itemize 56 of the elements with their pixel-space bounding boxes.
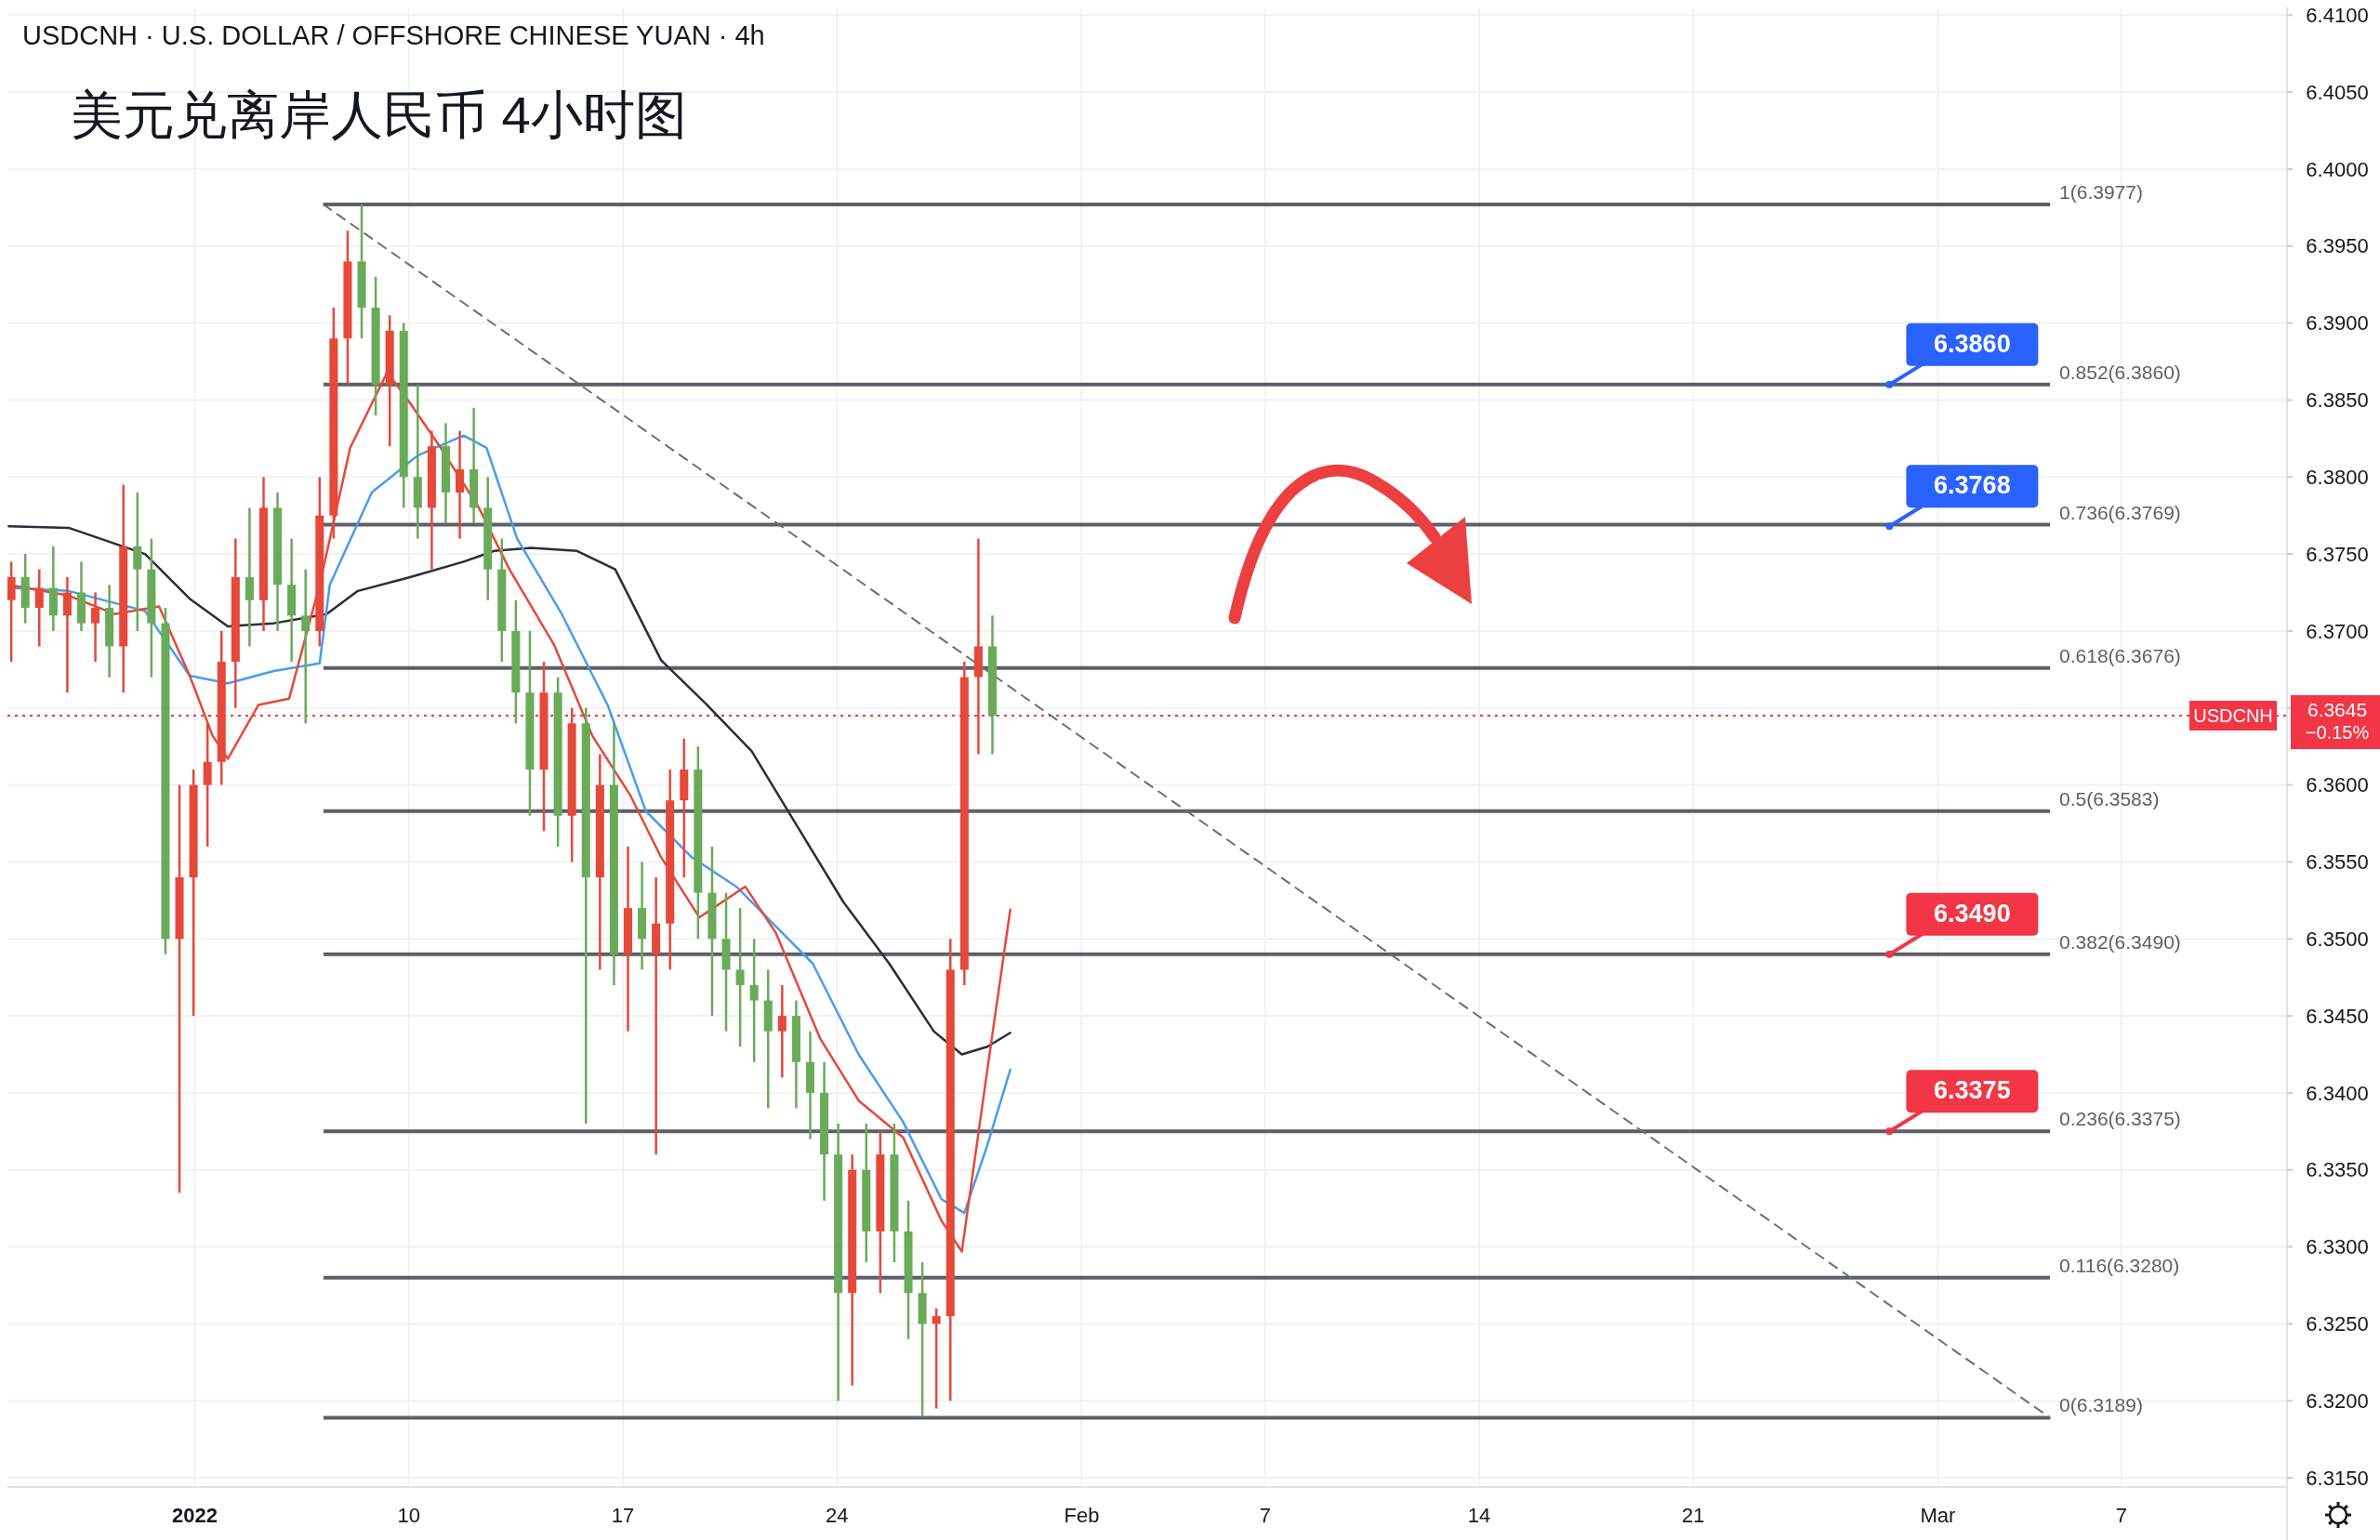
candlestick: [301, 568, 311, 725]
x-tick-label: 24: [826, 1504, 849, 1527]
x-tick-label: 21: [1682, 1504, 1705, 1527]
x-tick-label: 2022: [172, 1504, 218, 1527]
candlestick: [749, 938, 759, 1064]
annotation: 6.3490: [1934, 899, 2011, 928]
y-tick-label: 6.3450: [2306, 1004, 2369, 1028]
text: −0.15%: [2305, 722, 2370, 744]
y-tick-label: 6.3150: [2306, 1466, 2369, 1490]
candlestick: [735, 906, 745, 1048]
y-tick-label: 6.3550: [2306, 850, 2369, 875]
y-tick-label: 6.3900: [2306, 311, 2369, 336]
y-tick-label: 6.4100: [2306, 3, 2369, 27]
y-tick-label: 6.4050: [2306, 80, 2369, 104]
line-series: [7, 525, 1012, 1056]
y-tick-label: 6.3850: [2306, 388, 2369, 413]
y-tick-label: 6.3950: [2306, 234, 2369, 258]
text: USDCNH · U.S. DOLLAR / OFFSHORE CHINESE YUAN · 4h: [22, 20, 765, 50]
x-tick-label: Feb: [1064, 1504, 1100, 1527]
ref-line-label: 0.618(6.3676): [2059, 644, 2181, 666]
ref-line-label: 1(6.3977): [2059, 181, 2143, 204]
x-tick-label: 10: [397, 1504, 420, 1527]
candlestick: [91, 591, 100, 664]
ref-line-label: 0.236(6.3375): [2059, 1108, 2181, 1130]
candlestick: [652, 875, 661, 1156]
y-tick-label: 6.3300: [2306, 1235, 2369, 1259]
x-tick-label: Mar: [1920, 1504, 1956, 1527]
text: 美元兑离岸人民币 4小时图: [71, 86, 687, 144]
y-tick-label: 6.3600: [2306, 773, 2369, 797]
y-tick-label: 6.3350: [2306, 1158, 2369, 1182]
ref-line-label: 0(6.3189): [2059, 1394, 2143, 1416]
ref-line-label: 0.736(6.3769): [2059, 501, 2181, 523]
annotation: 6.3768: [1934, 471, 2011, 500]
y-tick-label: 6.3400: [2306, 1081, 2369, 1105]
text: 6.3645: [2307, 699, 2368, 721]
annotation: 6.3860: [1934, 329, 2011, 358]
ref-line-label: 0.382(6.3490): [2059, 930, 2181, 953]
candlestick: [777, 983, 787, 1079]
y-tick-label: 6.3250: [2306, 1312, 2369, 1336]
x-tick-label: 7: [1259, 1504, 1271, 1527]
ref-line-label: 0.5(6.3583): [2059, 787, 2160, 809]
candlestick: [932, 1307, 941, 1410]
x-tick-label: 14: [1467, 1504, 1491, 1527]
annotation: 6.3375: [1934, 1076, 2011, 1105]
y-tick-label: 6.4000: [2306, 157, 2369, 181]
y-tick-label: 6.3700: [2306, 619, 2369, 643]
x-tick-label: 17: [611, 1504, 635, 1527]
candlestick: [34, 568, 44, 648]
ref-line-label: 0.116(6.3280): [2059, 1254, 2180, 1276]
y-tick-label: 6.3800: [2306, 465, 2369, 489]
y-tick-label: 6.3500: [2306, 927, 2369, 951]
ref-line-label: 0.852(6.3860): [2059, 361, 2181, 383]
y-tick-label: 6.3750: [2306, 542, 2369, 566]
y-tick-label: 6.3200: [2306, 1389, 2369, 1413]
ref-line-label: USDCNH: [2193, 705, 2273, 727]
x-tick-label: 7: [2115, 1504, 2127, 1527]
